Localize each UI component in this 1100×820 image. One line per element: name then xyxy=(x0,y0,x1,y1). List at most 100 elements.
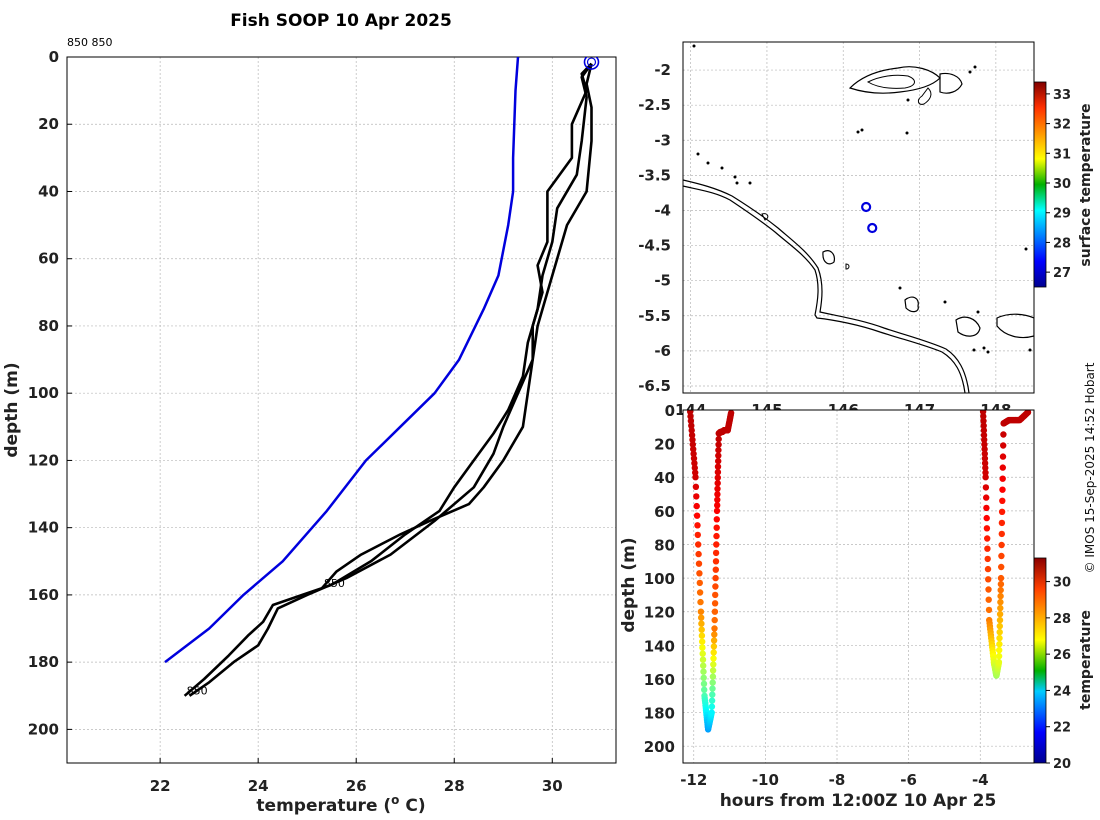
section-tick-label-x: -12 xyxy=(680,771,707,789)
section-sample xyxy=(713,516,720,523)
chart-title: Fish SOOP 10 Apr 2025 xyxy=(230,11,452,31)
section-sample xyxy=(698,626,705,633)
section-sample xyxy=(708,709,715,716)
section-sample xyxy=(1000,442,1007,449)
section-sample xyxy=(699,656,707,663)
island-east xyxy=(939,72,963,94)
section-sample xyxy=(996,610,1004,618)
section-colorbar-label: temperature xyxy=(1078,610,1094,710)
section-sample xyxy=(695,550,702,558)
map-colorbar-label: surface temperature xyxy=(1078,103,1094,266)
section-sample xyxy=(712,558,720,565)
section-sample xyxy=(695,560,703,567)
section-sample xyxy=(700,680,708,687)
section-sample xyxy=(711,631,718,638)
section-sample xyxy=(711,625,718,632)
map-tick-label-y: -4.5 xyxy=(638,237,671,255)
section-sample xyxy=(690,455,698,462)
section-sample xyxy=(709,673,717,680)
section-sample xyxy=(996,628,1003,636)
map-colorbar-tick-label: 29 xyxy=(1053,207,1071,222)
section-sample xyxy=(995,652,1003,660)
section-sample xyxy=(985,596,992,603)
section-sample xyxy=(984,565,992,573)
section-sample xyxy=(696,579,703,587)
section-tick-label-x: -6 xyxy=(900,771,917,789)
section-colorbar-ticks: 20 22 24 26 28 30 xyxy=(1046,576,1071,772)
section-sample xyxy=(998,530,1005,538)
profile-tick-label-y: 20 xyxy=(38,115,59,133)
section-sample xyxy=(687,417,695,425)
section-colorbar-tick-label: 24 xyxy=(1053,684,1071,699)
profile-series-cast-3 xyxy=(188,63,593,697)
section-sample xyxy=(690,445,697,453)
section-sample xyxy=(981,441,988,448)
section-sample xyxy=(710,655,717,662)
section-sample xyxy=(981,450,988,457)
section-sample xyxy=(709,691,716,698)
section-sample xyxy=(709,685,716,692)
section-sample xyxy=(692,474,699,481)
section-sample xyxy=(689,436,696,443)
section-sample xyxy=(710,649,717,656)
surface-marker-inner xyxy=(586,57,597,67)
islet-dots xyxy=(692,44,1032,354)
section-sample xyxy=(695,541,702,548)
section-sample xyxy=(996,616,1004,624)
section-sample xyxy=(712,574,719,582)
section-sample xyxy=(699,644,706,651)
section-sample xyxy=(999,486,1006,493)
section-sample xyxy=(1024,410,1032,416)
map-grid xyxy=(683,42,1034,393)
profile-tick-label-y: 140 xyxy=(28,519,59,537)
section-sample xyxy=(727,410,735,417)
section-sample xyxy=(997,604,1004,612)
section-sample xyxy=(715,446,722,454)
section-sample xyxy=(688,427,695,434)
profile-tick-label-y: 40 xyxy=(38,182,59,200)
section-sample xyxy=(985,606,993,614)
profile-tick-label-x: 28 xyxy=(444,777,465,795)
section-sample xyxy=(687,413,694,420)
section-sample xyxy=(700,662,707,669)
section-sample xyxy=(713,524,720,531)
section-tick-label-y: 20 xyxy=(654,436,675,454)
profile-series-cast-2 xyxy=(183,62,593,697)
profile-tick-label-y: 80 xyxy=(38,317,59,335)
profile-tick-label-y: 160 xyxy=(28,586,59,604)
section-tick-label-x: -8 xyxy=(829,771,846,789)
section-sample xyxy=(999,475,1006,482)
coastline-outer xyxy=(683,185,966,393)
section-sample xyxy=(709,679,716,686)
map-tick-label-y: -6 xyxy=(654,342,671,360)
section-sample xyxy=(698,632,706,639)
section-sample xyxy=(984,555,991,563)
section-sample xyxy=(984,535,991,542)
profile-ticks: 22 24 26 28 30 0 20 40 60 80 100 120 140 160 180 200 xyxy=(28,48,563,795)
section-sample xyxy=(701,686,708,693)
profile-tick-label-y: 60 xyxy=(38,250,59,268)
section-sample xyxy=(710,661,717,668)
section-sample xyxy=(998,563,1005,571)
profile-x-axis-label: temperature (o C) xyxy=(256,793,425,816)
corner-label: 850 850 xyxy=(67,36,113,49)
section-sample xyxy=(984,545,991,552)
section-sample xyxy=(712,591,719,599)
section-y-axis-label: depth (m) xyxy=(619,537,639,632)
section-tick-label-y: 200 xyxy=(644,738,675,756)
section-sample xyxy=(696,570,703,577)
section-sample xyxy=(981,455,989,462)
section-sample xyxy=(693,502,700,510)
map-tick-label-y: -4 xyxy=(654,201,671,219)
section-sample xyxy=(700,668,707,675)
profile-tick-label-y: 200 xyxy=(28,720,59,738)
map-points xyxy=(861,201,878,234)
map-colorbar-tick-label: 31 xyxy=(1053,147,1071,162)
section-sample xyxy=(694,522,701,529)
map-colorbar-tick-label: 27 xyxy=(1053,266,1071,281)
section-sample xyxy=(980,417,987,425)
section-sample xyxy=(998,552,1005,560)
section-sample xyxy=(689,441,696,448)
map-colorbar-tick-label: 28 xyxy=(1053,236,1071,251)
